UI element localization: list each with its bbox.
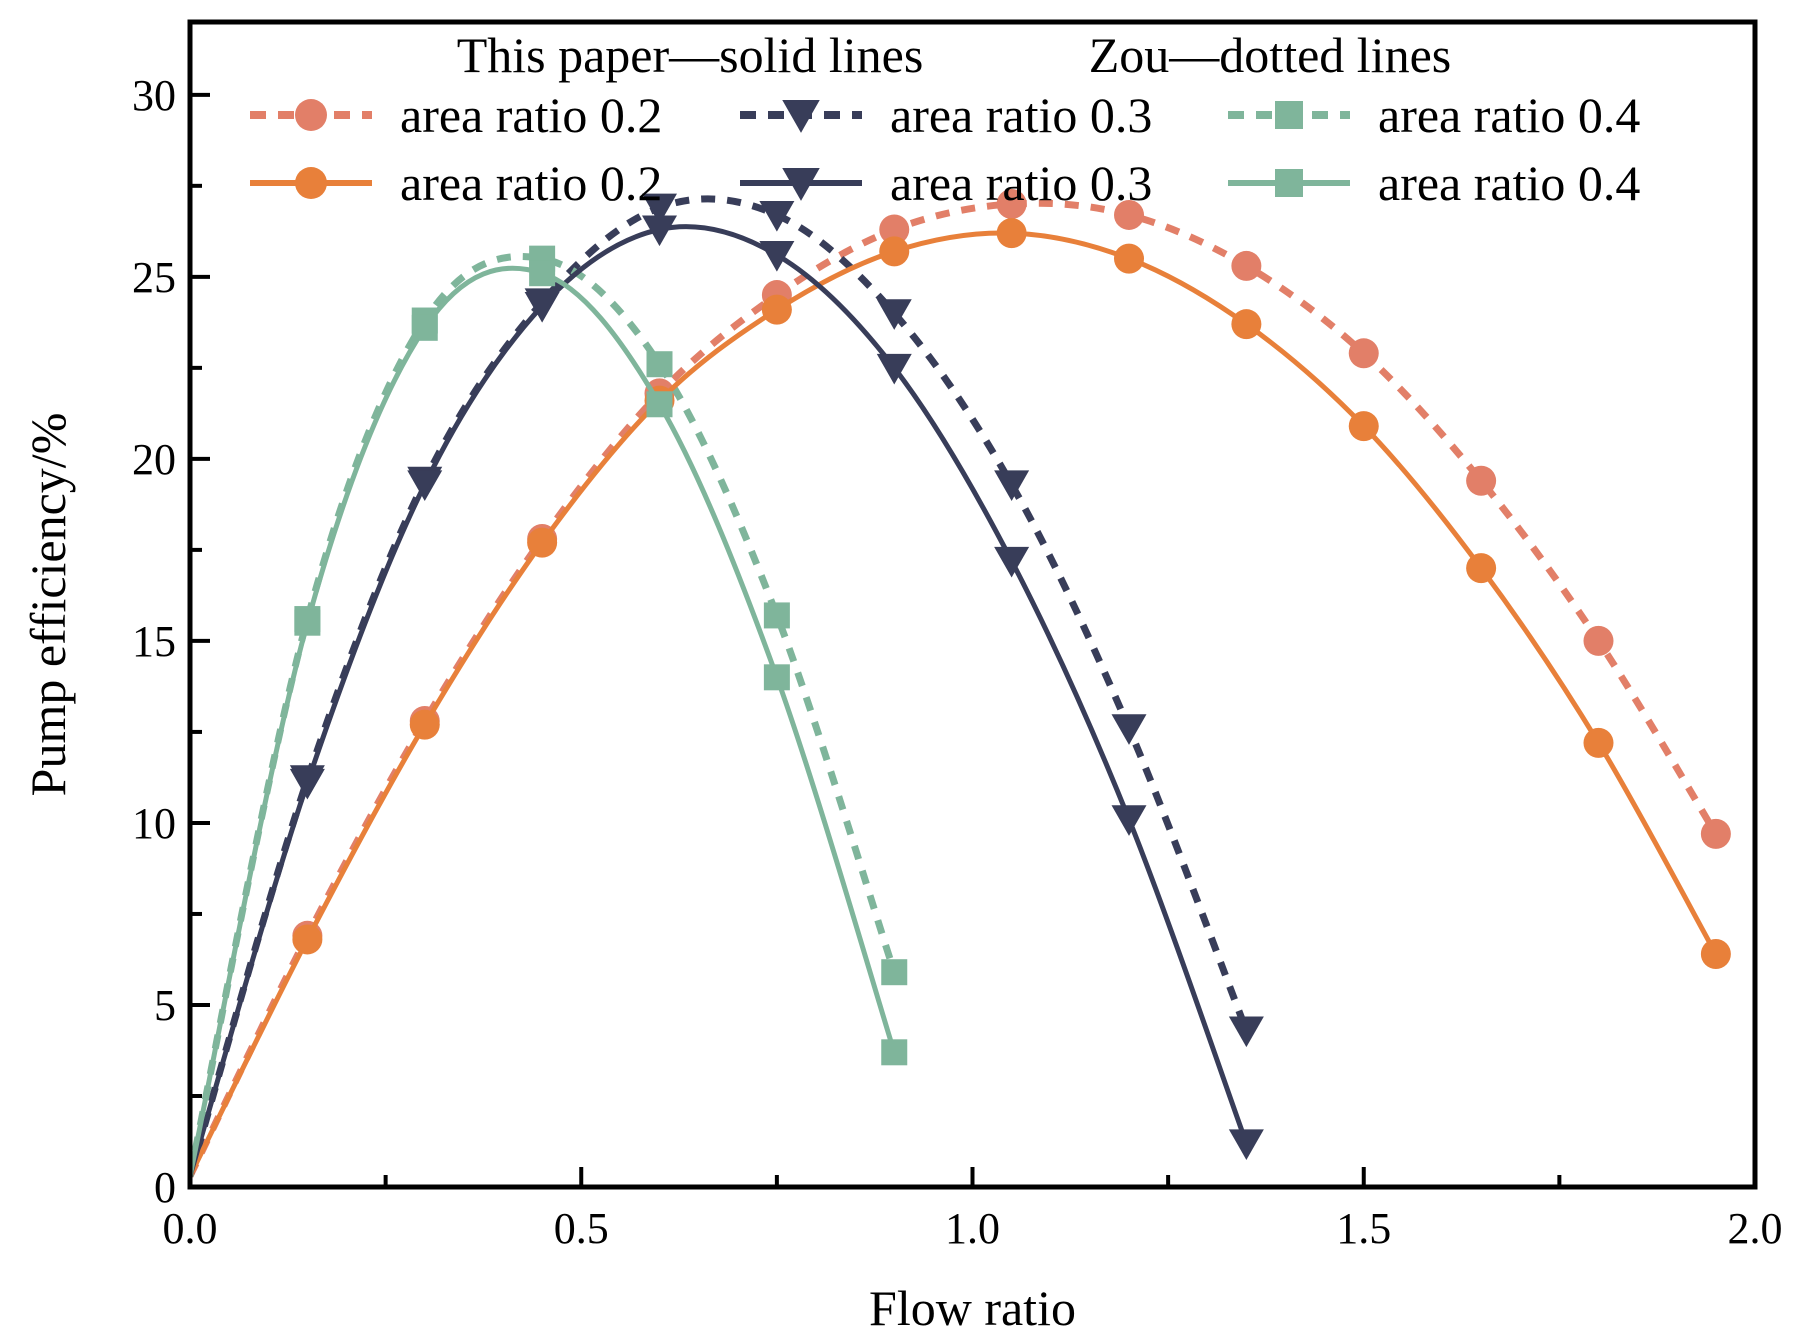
y-tick-label: 5 bbox=[154, 981, 176, 1030]
data-point bbox=[879, 214, 910, 245]
data-point bbox=[1231, 250, 1262, 281]
series-line bbox=[190, 224, 1249, 1177]
data-point bbox=[994, 546, 1030, 578]
data-point bbox=[1111, 805, 1147, 836]
legend-label: area ratio 0.4 bbox=[1378, 87, 1640, 143]
series-line bbox=[190, 195, 1250, 1178]
legend-marker bbox=[1275, 101, 1303, 129]
data-point bbox=[527, 527, 558, 558]
legend-marker bbox=[782, 168, 820, 201]
legend-marker bbox=[1275, 169, 1303, 197]
data-point bbox=[1583, 727, 1614, 758]
x-tick-label: 0.5 bbox=[554, 1204, 609, 1253]
legend: This paper—solid lines Zou—dotted lines … bbox=[250, 27, 1640, 211]
legend-header-left: This paper—solid lines bbox=[457, 27, 924, 83]
y-tick-label: 30 bbox=[132, 71, 176, 120]
data-point bbox=[1228, 1129, 1264, 1160]
legend-entry: area ratio 0.2 bbox=[250, 87, 662, 143]
y-axis-title: Pump efficiency/% bbox=[20, 413, 76, 797]
data-point bbox=[292, 924, 323, 955]
legend-label: area ratio 0.3 bbox=[890, 87, 1152, 143]
data-point bbox=[1231, 309, 1262, 340]
data-point bbox=[759, 241, 795, 272]
series-layer bbox=[190, 189, 1731, 1178]
data-point bbox=[294, 609, 321, 636]
data-point bbox=[407, 470, 443, 501]
data-point bbox=[1700, 818, 1731, 849]
y-tick-label: 10 bbox=[132, 799, 176, 848]
data-point bbox=[289, 768, 325, 800]
data-point bbox=[1228, 1016, 1264, 1048]
data-point bbox=[411, 314, 438, 341]
legend-entry: area ratio 0.3 bbox=[740, 155, 1152, 211]
data-point bbox=[1466, 465, 1497, 496]
legend-entry: area ratio 0.2 bbox=[250, 155, 662, 211]
data-point bbox=[879, 236, 910, 267]
data-point bbox=[994, 470, 1030, 501]
x-tick-label: 1.5 bbox=[1336, 1204, 1391, 1253]
data-point bbox=[1700, 939, 1731, 969]
x-tick-label: 1.0 bbox=[945, 1204, 1000, 1253]
legend-label: area ratio 0.2 bbox=[400, 155, 662, 211]
legend-marker bbox=[782, 100, 820, 133]
series-zou-square bbox=[190, 245, 908, 1177]
data-point bbox=[759, 200, 795, 232]
series-line bbox=[190, 230, 1719, 1178]
x-tick-label: 0.0 bbox=[163, 1204, 218, 1253]
x-tick-label: 2.0 bbox=[1728, 1204, 1783, 1253]
data-point bbox=[409, 709, 440, 740]
legend-entry: area ratio 0.4 bbox=[1228, 87, 1640, 143]
y-axis: 0 5 10 15 20 25 30 bbox=[132, 71, 210, 1212]
series-this-paper-triangle-down bbox=[190, 215, 1264, 1177]
y-tick-label: 0 bbox=[154, 1163, 176, 1212]
legend-header-right: Zou—dotted lines bbox=[1089, 27, 1451, 83]
data-point bbox=[642, 193, 677, 225]
data-point bbox=[876, 299, 912, 330]
x-axis-title: Flow ratio bbox=[869, 1280, 1076, 1336]
legend-marker bbox=[295, 99, 327, 131]
data-point bbox=[1348, 338, 1379, 369]
y-tick-label: 15 bbox=[132, 617, 176, 666]
data-point bbox=[524, 291, 560, 323]
data-point bbox=[642, 215, 677, 247]
data-point bbox=[1114, 243, 1144, 274]
series-this-paper-square bbox=[190, 260, 908, 1177]
legend-label: area ratio 0.4 bbox=[1378, 155, 1640, 211]
data-point bbox=[1114, 199, 1144, 230]
legend-label: area ratio 0.3 bbox=[890, 155, 1152, 211]
legend-entry: area ratio 0.3 bbox=[740, 87, 1152, 143]
data-point bbox=[876, 353, 912, 385]
data-point bbox=[1348, 411, 1379, 442]
series-line bbox=[190, 199, 1719, 1178]
data-point bbox=[1111, 714, 1147, 745]
data-point bbox=[529, 260, 556, 287]
data-point bbox=[646, 351, 673, 378]
legend-marker bbox=[295, 167, 327, 199]
y-tick-label: 25 bbox=[132, 253, 176, 302]
data-point bbox=[763, 602, 790, 629]
data-point bbox=[763, 664, 790, 691]
x-axis: 0.0 0.5 1.0 1.5 2.0 bbox=[163, 1167, 1783, 1253]
data-point bbox=[1583, 625, 1614, 656]
series-this-paper-circle bbox=[190, 218, 1731, 1178]
legend-entry: area ratio 0.4 bbox=[1228, 155, 1640, 211]
data-point bbox=[1466, 553, 1497, 584]
data-point bbox=[881, 1039, 908, 1066]
data-point bbox=[646, 391, 673, 418]
data-point bbox=[881, 959, 908, 986]
data-point bbox=[761, 294, 792, 325]
data-point bbox=[996, 218, 1027, 249]
data-point bbox=[996, 189, 1027, 220]
legend-label: area ratio 0.2 bbox=[400, 87, 662, 143]
y-tick-label: 20 bbox=[132, 435, 176, 484]
series-line bbox=[190, 265, 897, 1177]
